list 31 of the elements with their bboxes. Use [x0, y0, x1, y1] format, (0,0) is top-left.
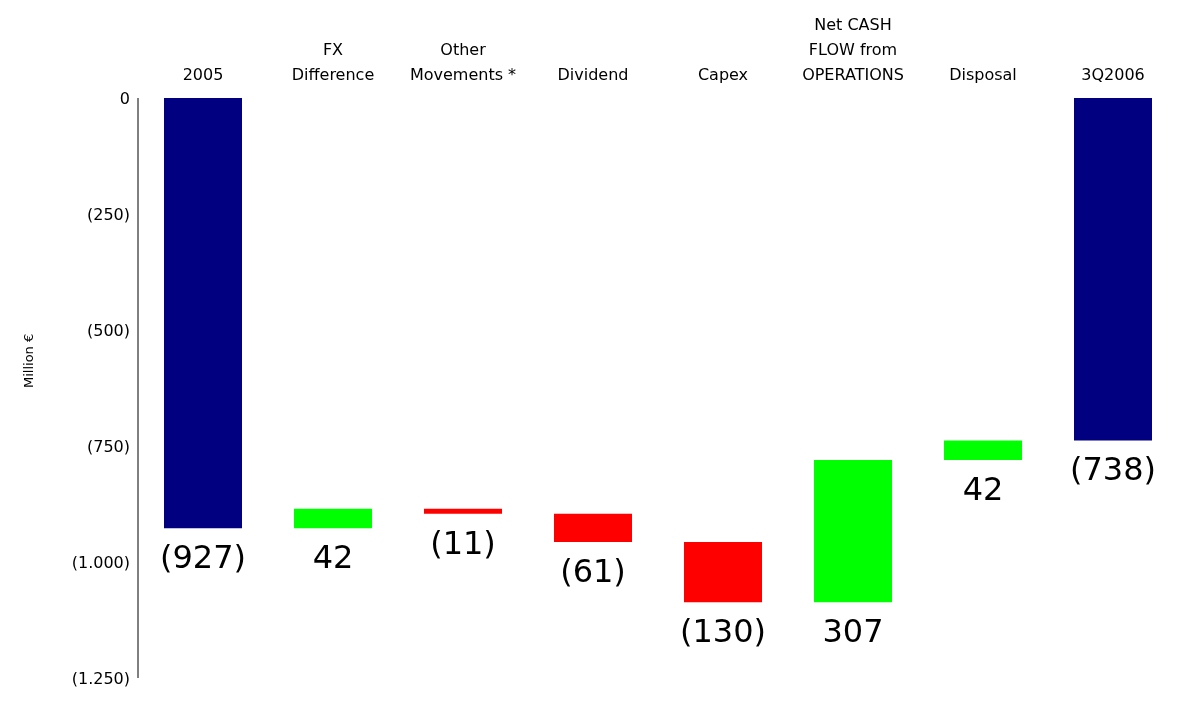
data-label: 42: [962, 469, 1004, 508]
y-tick-label: (250): [86, 204, 130, 224]
data-label: 307: [822, 612, 884, 651]
y-tick-label: (1.250): [71, 668, 130, 688]
data-label: (11): [430, 523, 496, 562]
bar: [814, 459, 892, 603]
y-tick-label: 0: [119, 88, 130, 108]
data-label: (738): [1069, 450, 1157, 489]
x-tick-label: Dividend: [557, 65, 629, 84]
data-label: (927): [159, 538, 247, 577]
data-label: (61): [560, 552, 626, 591]
data-label: 42: [312, 538, 354, 577]
bar: [554, 513, 632, 543]
x-tick-label: 3Q2006: [1081, 65, 1145, 84]
x-tick-label: Capex: [697, 65, 749, 84]
x-tick-label: FX Difference: [291, 40, 375, 84]
bar: [164, 98, 242, 529]
x-tick-label: Disposal: [949, 65, 1017, 84]
y-tick-label: (500): [86, 320, 130, 340]
x-tick-label: Net CASH FLOW from OPERATIONS: [802, 15, 904, 84]
bar: [944, 440, 1022, 460]
bar: [684, 542, 762, 603]
x-tick-label: 2005: [182, 65, 224, 84]
data-label: (130): [679, 612, 767, 651]
y-tick-label: (750): [86, 436, 130, 456]
bar: [1074, 98, 1152, 441]
y-tick-label: (1.000): [71, 552, 130, 572]
bar: [294, 508, 372, 529]
y-axis-title: Million €: [20, 333, 36, 388]
x-tick-label: Other Movements *: [409, 40, 517, 84]
bar: [424, 508, 502, 514]
